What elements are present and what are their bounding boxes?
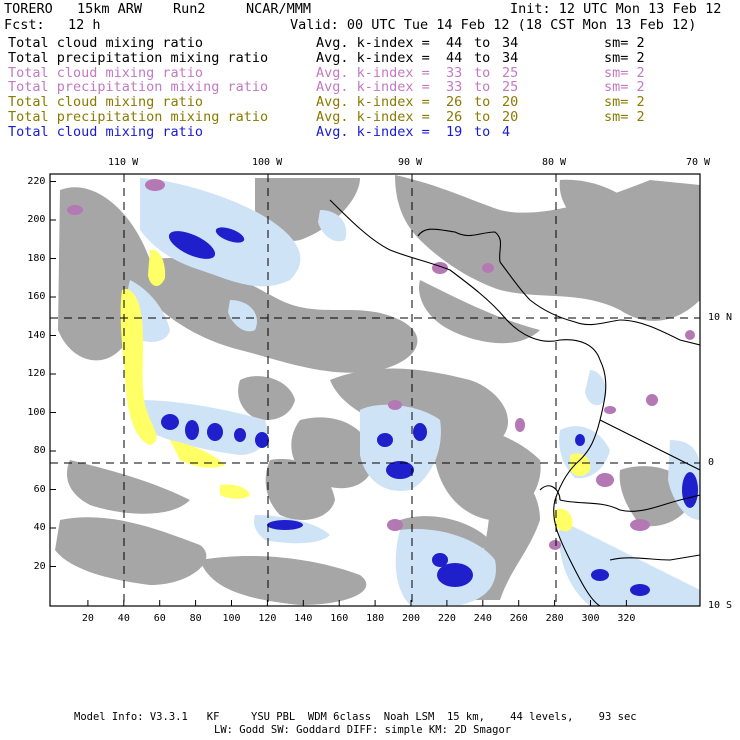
legend-field: Total cloud mixing ratio xyxy=(8,94,204,111)
x-tick-label: 320 xyxy=(617,613,636,624)
x-tick-label: 20 xyxy=(81,613,94,624)
legend-sm: sm= 2 xyxy=(604,94,645,111)
org-label: NCAR/MMM xyxy=(246,1,312,17)
cloud-field-gray xyxy=(55,175,700,605)
x-tick-label: 280 xyxy=(545,613,564,624)
y-tick-label: 180 xyxy=(27,252,46,264)
lat-label-0: 0 xyxy=(708,457,715,468)
legend-k-from: 44 xyxy=(446,49,463,66)
valid-time: Valid: 00 UTC Tue 14 Feb 12 (18 CST Mon … xyxy=(290,17,697,33)
legend-k-from: 44 xyxy=(446,35,463,51)
legend-k-end: 25 xyxy=(502,79,519,96)
legend-to: to xyxy=(474,109,491,125)
legend-field: Total cloud mixing ratio xyxy=(8,123,204,140)
lon-label-70w: 70 W xyxy=(686,157,711,168)
model-info-line1: Model Info: V3.3.1 KF YSU PBL WDM 6class… xyxy=(74,711,637,723)
x-tick-label: 240 xyxy=(473,613,492,624)
legend-avg-label: Avg. k-index = xyxy=(316,49,430,66)
legend-k-end: 20 xyxy=(502,94,519,111)
x-tick-label: 120 xyxy=(258,613,277,624)
y-tick-label: 140 xyxy=(27,329,46,341)
legend-avg-label: Avg. k-index = xyxy=(316,123,430,140)
lon-label-90w: 90 W xyxy=(398,157,423,168)
cloud-field-dark-blue xyxy=(161,227,698,596)
forecast-label: Fcst: xyxy=(4,17,45,33)
y-tick-label: 20 xyxy=(33,560,46,572)
resolution-label: 15km ARW xyxy=(77,1,143,17)
lat-label-10n: 10 N xyxy=(708,312,733,323)
legend-avg-label: Avg. k-index = xyxy=(316,109,430,125)
y-tick-label: 100 xyxy=(27,406,46,418)
legend-sm: sm= 2 xyxy=(604,35,645,51)
legend-sm: sm= 2 xyxy=(604,109,645,125)
legend-k-end: 20 xyxy=(502,109,519,125)
legend-k-end: 25 xyxy=(502,64,519,81)
legend-k-from: 26 xyxy=(446,94,463,111)
lat-label-10s: 10 S xyxy=(708,600,733,611)
x-tick-label: 220 xyxy=(437,613,456,624)
lon-label-100w: 100 W xyxy=(252,157,283,168)
legend-k-from: 19 xyxy=(446,123,463,140)
lat-lon-grid xyxy=(50,174,700,606)
legend-field: Total cloud mixing ratio xyxy=(8,64,204,81)
y-tick-label: 220 xyxy=(27,175,46,187)
legend-avg-label: Avg. k-index = xyxy=(316,94,430,111)
x-tick-label: 40 xyxy=(117,613,130,624)
legend-field: Total precipitation mixing ratio xyxy=(8,79,269,96)
legend-avg-label: Avg. k-index = xyxy=(316,64,430,81)
cloud-field-purple xyxy=(67,179,695,550)
y-tick-label: 60 xyxy=(33,483,46,495)
coastlines xyxy=(329,199,700,606)
legend-sm: sm= 2 xyxy=(604,64,645,81)
x-tick-label: 260 xyxy=(509,613,528,624)
lon-label-110w: 110 W xyxy=(108,157,139,168)
legend-sm: sm= 2 xyxy=(604,79,645,96)
legend-k-end: 34 xyxy=(502,35,519,51)
legend-to: to xyxy=(474,123,491,140)
legend-avg-label: Avg. k-index = xyxy=(316,79,430,96)
precip-field-yellow xyxy=(120,249,591,532)
x-tick-label: 140 xyxy=(294,613,313,624)
legend-k-end: 4 xyxy=(502,123,511,140)
y-tick-label: 200 xyxy=(27,214,46,225)
x-tick-label: 160 xyxy=(330,613,349,624)
legend-k-end: 34 xyxy=(502,49,519,66)
legend-k-from: 33 xyxy=(446,64,463,81)
x-tick-label: 200 xyxy=(402,613,421,624)
legend-to: to xyxy=(474,79,491,96)
y-tick-label: 120 xyxy=(27,368,46,379)
legend-field: Total cloud mixing ratio xyxy=(8,35,204,51)
legend-k-from: 26 xyxy=(446,109,463,125)
legend-field: Total precipitation mixing ratio xyxy=(8,49,269,66)
model-info-line2: LW: Godd SW: Goddard DIFF: simple KM: 2D… xyxy=(214,724,512,736)
x-tick-label: 100 xyxy=(222,613,241,624)
legend-k-from: 33 xyxy=(446,79,463,96)
model-name: TORERO xyxy=(4,1,53,17)
x-tick-label: 180 xyxy=(366,613,385,624)
legend-avg-label: Avg. k-index = xyxy=(316,35,430,51)
legend-sm: sm= 2 xyxy=(604,49,645,66)
init-time: Init: 12 UTC Mon 13 Feb 12 xyxy=(510,1,722,17)
legend-field: Total precipitation mixing ratio xyxy=(8,109,269,125)
legend-to: to xyxy=(474,64,491,81)
y-tick-label: 80 xyxy=(33,445,46,456)
legend-to: to xyxy=(474,35,491,51)
forecast-hour: 12 h xyxy=(68,17,101,33)
run-label: Run2 xyxy=(173,1,206,17)
legend-to: to xyxy=(474,94,491,111)
legend-to: to xyxy=(474,49,491,66)
x-tick-label: 80 xyxy=(189,613,202,624)
y-tick-label: 40 xyxy=(33,522,46,533)
y-tick-label: 160 xyxy=(27,291,46,302)
lon-label-80w: 80 W xyxy=(542,157,567,168)
x-tick-label: 60 xyxy=(153,613,166,624)
x-tick-label: 300 xyxy=(581,613,600,624)
